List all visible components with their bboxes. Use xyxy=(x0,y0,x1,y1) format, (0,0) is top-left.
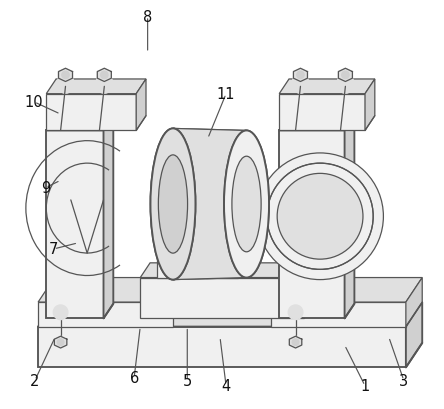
Circle shape xyxy=(62,72,69,79)
Polygon shape xyxy=(38,327,406,368)
Polygon shape xyxy=(46,94,136,131)
Ellipse shape xyxy=(232,157,261,252)
Polygon shape xyxy=(293,69,307,82)
Circle shape xyxy=(342,72,349,79)
Circle shape xyxy=(337,76,354,94)
Polygon shape xyxy=(279,131,345,319)
Polygon shape xyxy=(46,117,113,131)
Circle shape xyxy=(288,305,303,320)
Polygon shape xyxy=(38,278,189,302)
Text: 9: 9 xyxy=(41,181,50,196)
Polygon shape xyxy=(38,302,422,327)
Polygon shape xyxy=(271,278,422,302)
Polygon shape xyxy=(304,263,313,319)
Polygon shape xyxy=(271,302,406,327)
Polygon shape xyxy=(406,278,422,327)
Text: 4: 4 xyxy=(222,378,231,393)
Text: 8: 8 xyxy=(143,9,152,25)
Circle shape xyxy=(95,76,113,94)
Polygon shape xyxy=(345,117,354,319)
Polygon shape xyxy=(54,337,67,348)
Polygon shape xyxy=(173,129,246,280)
Ellipse shape xyxy=(151,129,195,280)
Text: 2: 2 xyxy=(30,373,40,388)
Text: 7: 7 xyxy=(49,242,58,257)
Circle shape xyxy=(101,72,108,79)
Circle shape xyxy=(257,153,384,280)
Ellipse shape xyxy=(232,157,261,252)
Polygon shape xyxy=(406,302,422,368)
Text: 6: 6 xyxy=(130,370,139,385)
Polygon shape xyxy=(140,263,313,278)
Polygon shape xyxy=(46,80,146,94)
Polygon shape xyxy=(279,117,354,131)
Circle shape xyxy=(214,257,224,266)
Circle shape xyxy=(292,339,299,346)
Polygon shape xyxy=(38,302,173,327)
Polygon shape xyxy=(157,236,196,245)
Ellipse shape xyxy=(151,129,195,280)
Polygon shape xyxy=(289,337,302,348)
Polygon shape xyxy=(279,94,365,131)
Circle shape xyxy=(57,339,64,346)
Circle shape xyxy=(291,76,309,94)
Text: 1: 1 xyxy=(361,378,370,393)
Circle shape xyxy=(277,174,363,260)
Polygon shape xyxy=(206,236,245,245)
Ellipse shape xyxy=(159,155,187,254)
Circle shape xyxy=(56,76,75,94)
Polygon shape xyxy=(103,117,113,319)
Polygon shape xyxy=(365,80,375,131)
Circle shape xyxy=(297,72,304,79)
Ellipse shape xyxy=(224,131,269,278)
Polygon shape xyxy=(97,69,111,82)
Polygon shape xyxy=(59,69,72,82)
Polygon shape xyxy=(338,69,353,82)
Polygon shape xyxy=(38,294,99,327)
Polygon shape xyxy=(279,80,375,94)
Polygon shape xyxy=(206,245,238,278)
Polygon shape xyxy=(140,278,304,319)
Circle shape xyxy=(53,305,68,320)
Text: 10: 10 xyxy=(25,95,44,110)
Text: 3: 3 xyxy=(399,373,408,388)
Ellipse shape xyxy=(159,155,187,254)
Polygon shape xyxy=(46,131,103,319)
Text: 5: 5 xyxy=(182,373,192,388)
Polygon shape xyxy=(136,80,146,131)
Polygon shape xyxy=(157,245,189,278)
Text: 11: 11 xyxy=(217,87,235,102)
Ellipse shape xyxy=(224,131,269,278)
